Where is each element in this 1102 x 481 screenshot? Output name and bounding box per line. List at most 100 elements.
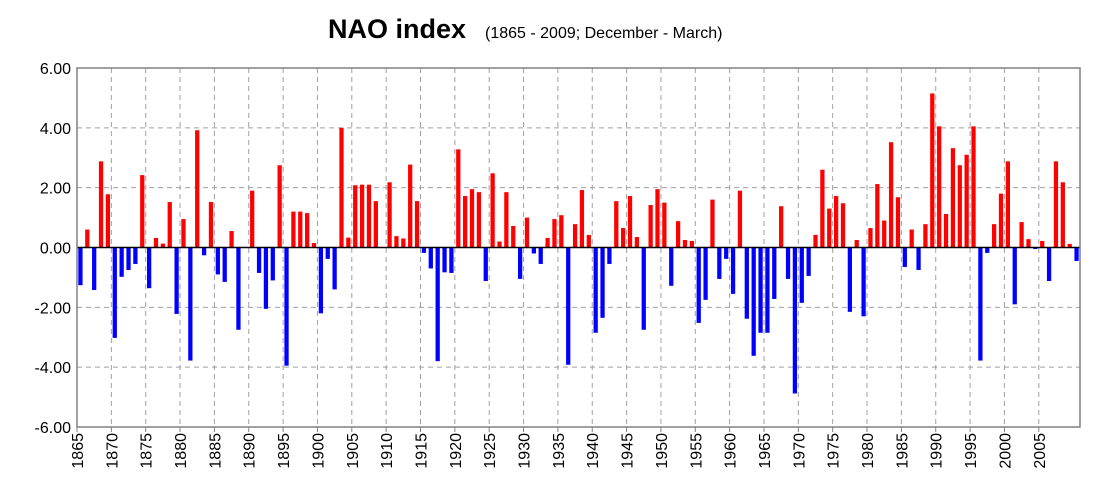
bar-negative: [861, 247, 866, 317]
bar-positive: [840, 203, 846, 248]
y-tick-label: 6.00: [40, 61, 71, 78]
bar-negative: [730, 247, 736, 294]
x-tick-label: 1905: [345, 433, 362, 469]
bar-positive: [827, 208, 832, 248]
bar-negative: [758, 247, 763, 333]
bar-positive: [511, 225, 516, 248]
bar-positive: [456, 149, 461, 248]
bar-negative: [483, 247, 488, 282]
x-tick-label: 1890: [242, 433, 259, 469]
bar-positive: [627, 196, 633, 248]
bar-negative: [188, 247, 193, 361]
bar-negative: [696, 247, 701, 323]
bar-negative: [1046, 247, 1052, 282]
bar-positive: [737, 190, 743, 248]
bar-positive: [298, 211, 303, 248]
bar-positive: [875, 184, 880, 248]
bar-negative: [785, 247, 791, 279]
bar-positive: [854, 240, 859, 248]
chart-subtitle: (1865 - 2009; December - March): [485, 25, 722, 42]
bar-positive: [992, 224, 997, 248]
bar-negative: [744, 247, 749, 319]
bar-positive: [524, 217, 530, 248]
x-tick-label: 1980: [860, 433, 877, 469]
x-tick-label: 1975: [826, 433, 843, 469]
x-tick-label: 1930: [517, 433, 534, 469]
bar-negative: [318, 247, 324, 314]
bar-positive: [414, 201, 420, 248]
bar-positive: [888, 142, 894, 248]
bar-positive: [552, 219, 557, 248]
bar-positive: [923, 224, 928, 248]
bar-positive: [105, 194, 111, 248]
bar-positive: [195, 130, 200, 248]
bar-negative: [256, 247, 262, 273]
x-tick-label: 1940: [585, 433, 602, 469]
plot-area: [76, 67, 1081, 432]
x-tick-label: 1985: [894, 433, 911, 469]
bar-positive: [882, 220, 887, 248]
bar-negative: [174, 247, 179, 314]
bar-positive: [813, 234, 818, 248]
y-tick-label: -6.00: [35, 420, 72, 437]
bar-positive: [943, 213, 949, 248]
x-tick-label: 1970: [791, 433, 808, 469]
x-tick-label: 1955: [688, 433, 705, 469]
grid-lines: [77, 68, 1080, 427]
x-tick-label: 2000: [997, 433, 1014, 469]
bar-positive: [634, 237, 640, 248]
bar-negative: [717, 247, 722, 279]
bar-positive: [353, 185, 358, 248]
bar-positive: [895, 197, 901, 248]
bar-negative: [916, 247, 921, 270]
bar-positive: [998, 193, 1004, 248]
x-tick-label: 1870: [104, 433, 121, 469]
bar-negative: [1074, 247, 1079, 261]
bar-positive: [614, 201, 619, 248]
chart-title: NAO index: [328, 14, 466, 44]
x-tick-label: 1865: [70, 433, 87, 469]
bar-negative: [78, 247, 83, 286]
bar-negative: [765, 247, 770, 333]
bar-positive: [277, 165, 282, 248]
bar-positive: [930, 93, 935, 248]
bar-positive: [490, 173, 495, 248]
bar-positive: [572, 224, 578, 248]
bar-positive: [689, 240, 694, 248]
bar-positive: [710, 199, 715, 248]
x-tick-label: 1945: [620, 433, 637, 469]
bar-positive: [1053, 161, 1059, 248]
x-tick-label: 1960: [723, 433, 740, 469]
bar-negative: [263, 247, 269, 309]
x-tick-label: 1990: [929, 433, 946, 469]
bar-negative: [332, 247, 337, 290]
bar-positive: [476, 192, 482, 248]
bar-positive: [909, 229, 914, 248]
x-tick-label: 1895: [276, 433, 293, 469]
bar-positive: [208, 202, 214, 248]
bar-positive: [167, 202, 172, 248]
x-tick-label: 1910: [379, 433, 396, 469]
bar-positive: [98, 161, 104, 248]
bar-positive: [675, 221, 681, 248]
bar-positive: [586, 234, 591, 248]
bar-negative: [566, 247, 571, 365]
bar-negative: [531, 247, 536, 254]
bar-positive: [545, 237, 550, 248]
bar-positive: [937, 126, 942, 248]
x-tick-label: 1935: [551, 433, 568, 469]
bar-positive: [181, 219, 186, 248]
bars: [78, 93, 1079, 394]
bar-negative: [435, 247, 440, 362]
bar-positive: [305, 213, 310, 248]
bar-negative: [607, 247, 612, 264]
x-tick-label: 1885: [207, 433, 224, 469]
bar-negative: [112, 247, 117, 338]
bar-negative: [270, 247, 275, 281]
bar-negative: [236, 247, 241, 330]
bar-positive: [1040, 240, 1045, 248]
bar-negative: [669, 247, 674, 286]
bar-negative: [641, 247, 646, 330]
bar-negative: [284, 247, 289, 366]
bar-positive: [359, 184, 365, 248]
